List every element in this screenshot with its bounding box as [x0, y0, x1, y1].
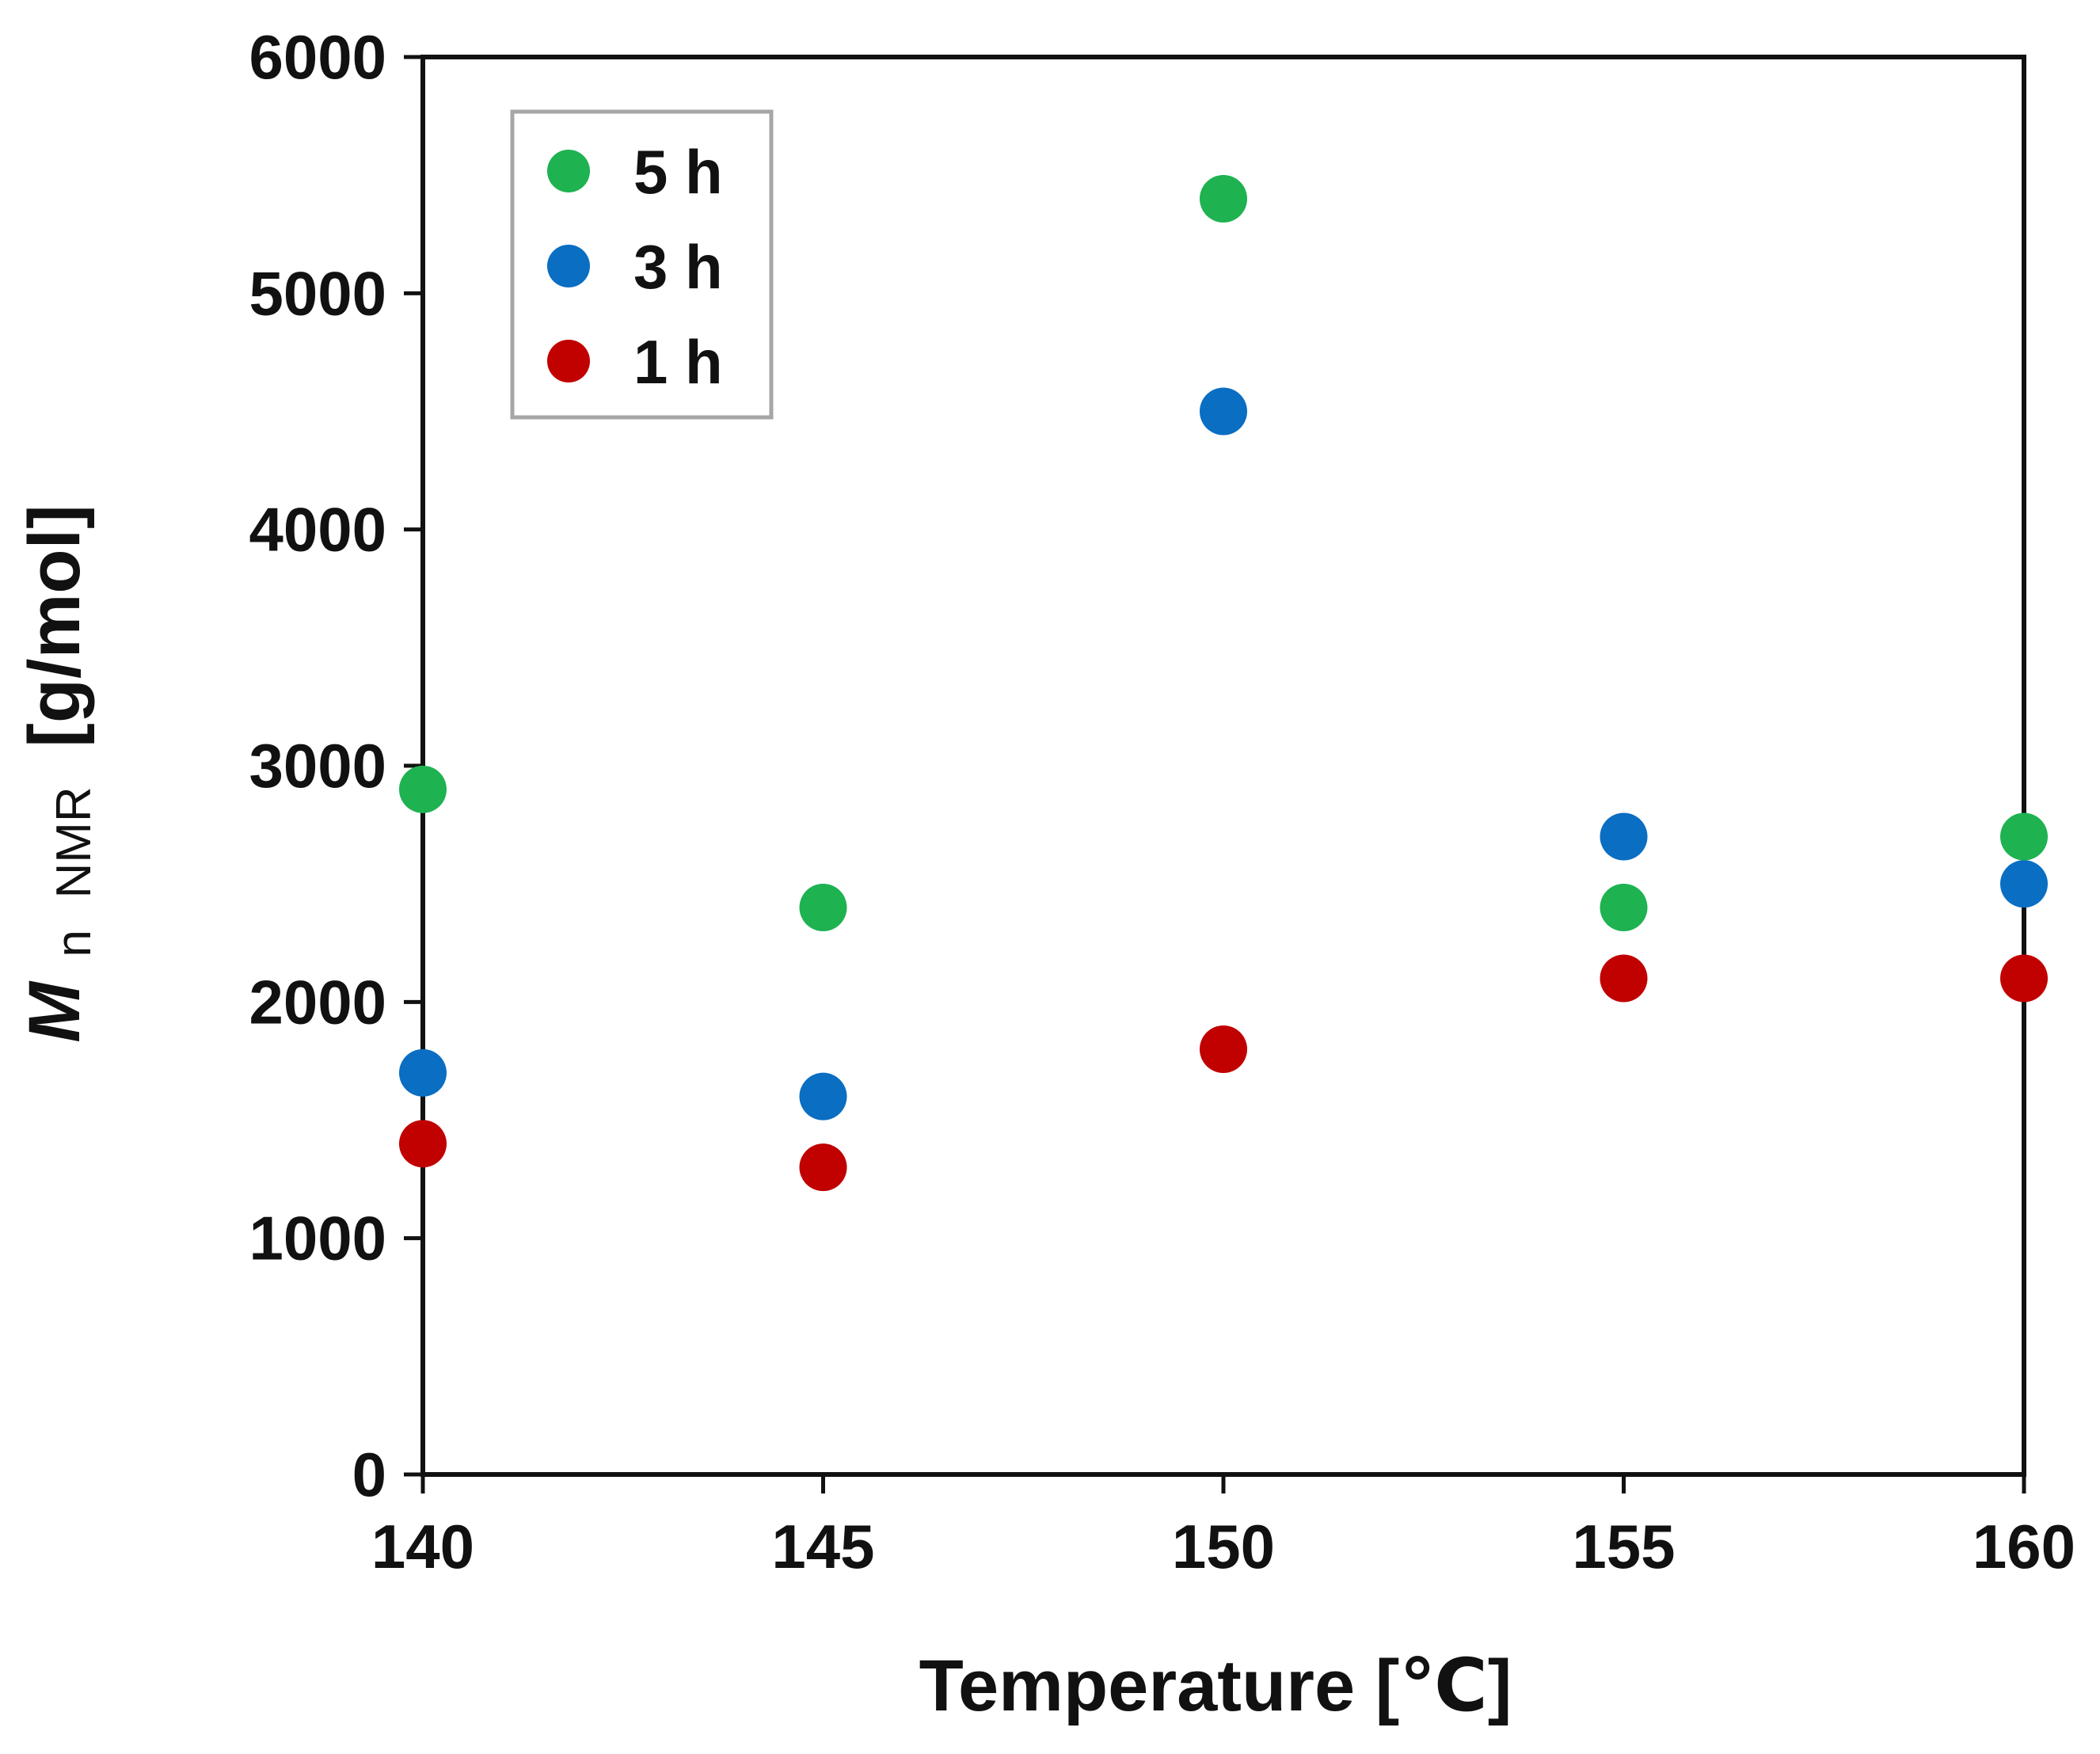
y-tick-label: 6000: [249, 22, 386, 92]
data-point: [1200, 387, 1247, 436]
tick-labels: 0 1000 2000 3000 4000 5000 6000 140 145 150 155 160: [249, 22, 2075, 1581]
data-point: [399, 1120, 447, 1168]
data-point: [799, 1143, 847, 1192]
y-axis-title: M n NMR [g/mol]: [14, 504, 106, 1043]
y-tick-label: 4000: [249, 495, 386, 565]
data-point: [1600, 884, 1648, 931]
y-tick-label: 0: [352, 1440, 386, 1509]
x-tick-label: 150: [1172, 1512, 1275, 1581]
legend: 5 h 3 h 1 h: [510, 109, 774, 420]
data-point: [799, 1072, 847, 1121]
data-point: [2000, 812, 2048, 861]
series-5h: [399, 175, 2048, 931]
legend-label: 3 h: [633, 232, 723, 302]
data-point: [1600, 812, 1648, 861]
y-axis-title-unit: [g/mol]: [14, 504, 95, 748]
legend-marker: [547, 150, 590, 192]
data-points: [399, 175, 2048, 1192]
y-axis-title-symbol: M: [14, 980, 95, 1043]
x-tick-label: 155: [1572, 1512, 1675, 1581]
x-axis-title: Temperature [℃]: [919, 1646, 1512, 1726]
y-tick-label: 5000: [249, 258, 386, 328]
x-tick-label: 140: [371, 1512, 474, 1581]
data-point: [399, 765, 447, 813]
y-tick-label: 1000: [249, 1204, 386, 1273]
series-3h: [399, 387, 2048, 1121]
data-point: [2000, 954, 2048, 1003]
data-point: [399, 1048, 447, 1097]
data-point: [1200, 175, 1247, 223]
y-tick-label: 3000: [249, 731, 386, 801]
series-1h: [399, 954, 2048, 1192]
x-tick-label: 145: [771, 1512, 874, 1581]
data-point: [2000, 860, 2048, 908]
data-point: [1600, 954, 1648, 1003]
y-axis-title-sub-nmr: NMR: [47, 786, 101, 898]
legend-label: 5 h: [633, 137, 723, 207]
legend-marker: [547, 245, 590, 287]
tick-marks: [404, 55, 2026, 1493]
data-point: [799, 884, 847, 931]
x-tick-label: 160: [1973, 1512, 2075, 1581]
y-axis-title-sub-n: n: [47, 930, 101, 957]
legend-label: 1 h: [633, 327, 723, 397]
legend-marker: [547, 340, 590, 382]
data-point: [1200, 1025, 1247, 1073]
y-tick-label: 2000: [249, 967, 386, 1037]
